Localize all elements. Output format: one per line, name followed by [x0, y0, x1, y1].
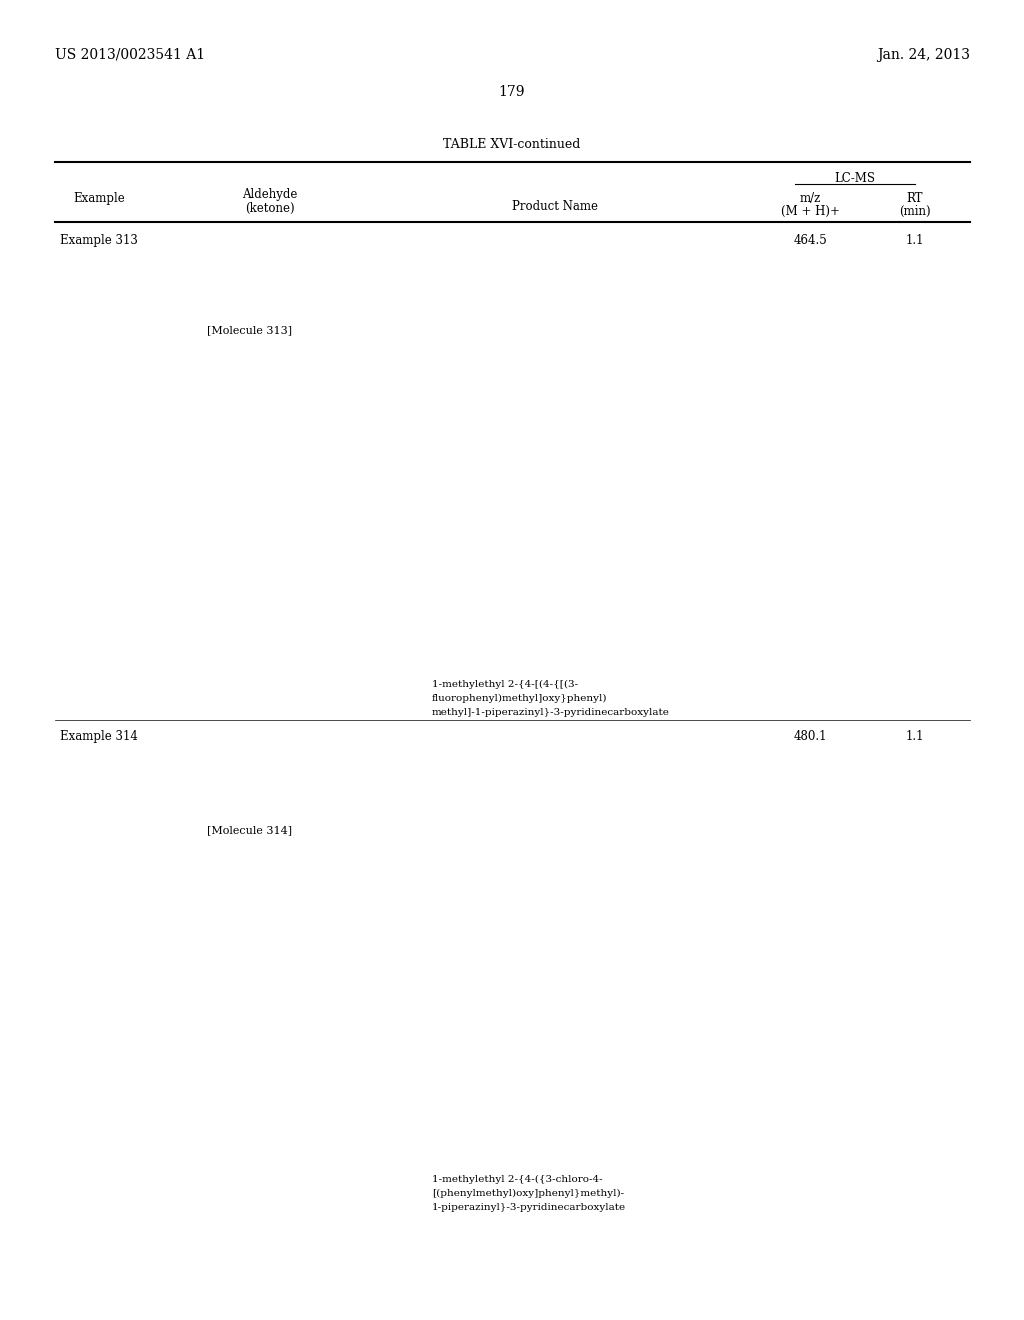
- Text: 480.1: 480.1: [794, 730, 826, 743]
- Text: 1-methylethyl 2-{4-[(4-{[(3-: 1-methylethyl 2-{4-[(4-{[(3-: [432, 680, 579, 689]
- Text: [Molecule 313]: [Molecule 313]: [208, 325, 293, 335]
- Text: Product Name: Product Name: [512, 201, 598, 213]
- Text: 1.1: 1.1: [906, 730, 925, 743]
- Text: (ketone): (ketone): [245, 202, 295, 215]
- Text: 464.5: 464.5: [794, 234, 826, 247]
- Text: US 2013/0023541 A1: US 2013/0023541 A1: [55, 48, 205, 62]
- Text: Example: Example: [73, 191, 125, 205]
- Text: TABLE XVI-continued: TABLE XVI-continued: [443, 139, 581, 150]
- Text: (min): (min): [899, 205, 931, 218]
- Text: Aldehyde: Aldehyde: [243, 187, 298, 201]
- Text: LC-MS: LC-MS: [835, 172, 876, 185]
- Text: 179: 179: [499, 84, 525, 99]
- Text: 1-piperazinyl}-3-pyridinecarboxylate: 1-piperazinyl}-3-pyridinecarboxylate: [432, 1203, 626, 1212]
- Text: [Molecule 314]: [Molecule 314]: [208, 825, 293, 836]
- Text: Jan. 24, 2013: Jan. 24, 2013: [877, 48, 970, 62]
- Text: Example 314: Example 314: [60, 730, 138, 743]
- Text: fluorophenyl)methyl]oxy}phenyl): fluorophenyl)methyl]oxy}phenyl): [432, 694, 607, 704]
- Text: methyl]-1-piperazinyl}-3-pyridinecarboxylate: methyl]-1-piperazinyl}-3-pyridinecarboxy…: [432, 708, 670, 717]
- Text: 1.1: 1.1: [906, 234, 925, 247]
- Text: m/z: m/z: [800, 191, 820, 205]
- Text: [(phenylmethyl)oxy]phenyl}methyl)-: [(phenylmethyl)oxy]phenyl}methyl)-: [432, 1189, 624, 1199]
- Text: 1-methylethyl 2-{4-({3-chloro-4-: 1-methylethyl 2-{4-({3-chloro-4-: [432, 1175, 603, 1184]
- Text: (M + H)+: (M + H)+: [780, 205, 840, 218]
- Text: RT: RT: [906, 191, 924, 205]
- Text: Example 313: Example 313: [60, 234, 138, 247]
